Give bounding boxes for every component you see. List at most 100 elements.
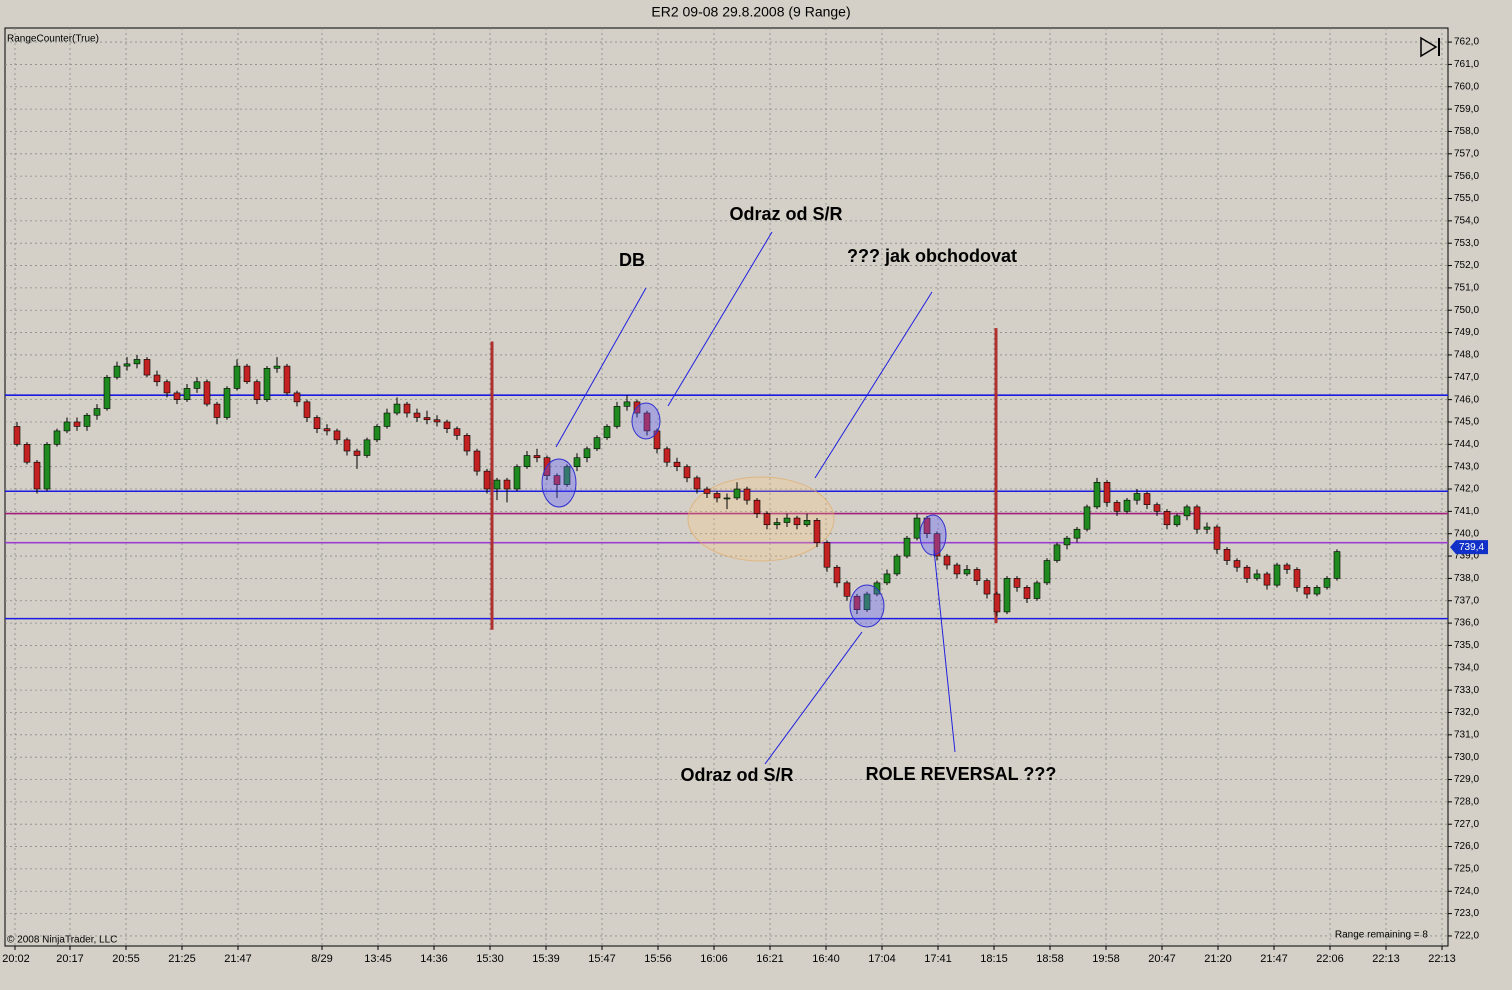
candle-body: [763, 513, 771, 526]
candle-body: [1113, 502, 1121, 512]
candle-body: [983, 580, 991, 595]
y-tick-label: 760,0: [1454, 81, 1479, 92]
x-tick-label: 18:15: [980, 953, 1008, 965]
y-tick-label: 757,0: [1454, 148, 1479, 159]
candle-body: [723, 497, 731, 500]
candle-body: [93, 408, 101, 416]
candle-body: [443, 421, 451, 429]
candle-body: [913, 517, 921, 539]
candle-body: [483, 470, 491, 490]
y-tick-label: 728,0: [1454, 797, 1479, 808]
y-tick-label: 736,0: [1454, 618, 1479, 629]
x-tick-label: 13:45: [364, 953, 392, 965]
candle-body: [703, 488, 711, 494]
candle-body: [113, 365, 121, 378]
x-tick-label: 18:58: [1036, 953, 1064, 965]
candle-body: [713, 493, 721, 499]
annotation-arrow: [555, 287, 647, 448]
candle-body: [683, 466, 691, 479]
candle-body: [1033, 582, 1041, 599]
candle-body: [1293, 569, 1301, 588]
highlight-ellipse: [631, 402, 661, 440]
candle-body: [353, 450, 361, 456]
x-tick-label: 20:17: [56, 953, 84, 965]
scroll-end-button[interactable]: [1420, 36, 1440, 58]
candle-body: [563, 466, 571, 485]
candle-body: [883, 573, 891, 584]
candle-body: [1143, 493, 1151, 505]
candle-body: [53, 430, 61, 445]
candle-body: [73, 421, 81, 427]
drawings: [5, 328, 1448, 630]
candle-body: [793, 517, 801, 526]
candle-body: [833, 566, 841, 584]
x-tick-label: 14:36: [420, 953, 448, 965]
candle-body: [1233, 560, 1241, 568]
candle-body: [1333, 551, 1341, 579]
x-tick-label: 21:20: [1204, 953, 1232, 965]
x-tick-label: 15:39: [532, 953, 560, 965]
x-tick-label: 20:55: [112, 953, 140, 965]
candle-body: [1273, 564, 1281, 586]
y-tick-label: 729,0: [1454, 774, 1479, 785]
candle-body: [923, 517, 931, 535]
y-tick-label: 758,0: [1454, 126, 1479, 137]
candle-body: [553, 475, 561, 485]
candle-body: [63, 421, 71, 432]
candle-body: [333, 430, 341, 441]
x-tick-label: 15:30: [476, 953, 504, 965]
candle-body: [743, 488, 751, 501]
candle-body: [853, 595, 861, 610]
candle-body: [503, 479, 511, 490]
candle-body: [603, 426, 611, 438]
candle-body: [1193, 506, 1201, 530]
candle-body: [193, 381, 201, 389]
y-tick-label: 741,0: [1454, 506, 1479, 517]
candle-body: [1073, 528, 1081, 539]
candle-body: [373, 426, 381, 441]
grid: 722,0 723,0 724,0 725,0 726,0 727,0 728,0 729,0…: [2, 28, 1479, 965]
candle-body: [973, 569, 981, 581]
candle-body: [463, 435, 471, 452]
annotation-shapes: [541, 231, 956, 765]
y-tick-label: 739,0: [1454, 551, 1479, 562]
annotation-arrow: [667, 231, 773, 407]
y-tick-label: 748,0: [1454, 350, 1479, 361]
candle-body: [643, 412, 651, 432]
candle-body: [253, 381, 261, 400]
candle-body: [1213, 526, 1221, 550]
x-tick-label: 17:41: [924, 953, 952, 965]
y-tick-label: 751,0: [1454, 283, 1479, 294]
y-tick-label: 724,0: [1454, 886, 1479, 897]
x-tick-label: 17:04: [868, 953, 896, 965]
y-tick-label: 733,0: [1454, 685, 1479, 696]
y-tick-label: 726,0: [1454, 841, 1479, 852]
y-tick-label: 731,0: [1454, 729, 1479, 740]
scroll-icon[interactable]: [1420, 36, 1438, 58]
y-tick-label: 738,0: [1454, 573, 1479, 584]
y-tick-label: 740,0: [1454, 528, 1479, 539]
last-price-marker: [1450, 540, 1488, 555]
candle-body: [1263, 573, 1271, 586]
candle-body: [313, 417, 321, 429]
candle-body: [183, 388, 191, 400]
candle-body: [593, 437, 601, 450]
candle-body: [1323, 578, 1331, 588]
y-tick-label: 749,0: [1454, 327, 1479, 338]
candle-body: [1223, 549, 1231, 561]
y-tick-label: 737,0: [1454, 595, 1479, 606]
x-tick-label: 20:47: [1148, 953, 1176, 965]
x-tick-label: 21:25: [168, 953, 196, 965]
candle-body: [213, 403, 221, 418]
title-bar: [0, 0, 1512, 27]
candle-body: [653, 430, 661, 450]
y-tick-label: 732,0: [1454, 707, 1479, 718]
candle-body: [43, 444, 51, 490]
annotation: DB: [619, 250, 645, 270]
x-tick-label: 8/29: [311, 953, 332, 965]
x-tick-label: 22:06: [1316, 953, 1344, 965]
candle-body: [1023, 587, 1031, 599]
candle-body: [323, 428, 331, 432]
candle-body: [1303, 587, 1311, 595]
candle-body: [383, 412, 391, 427]
